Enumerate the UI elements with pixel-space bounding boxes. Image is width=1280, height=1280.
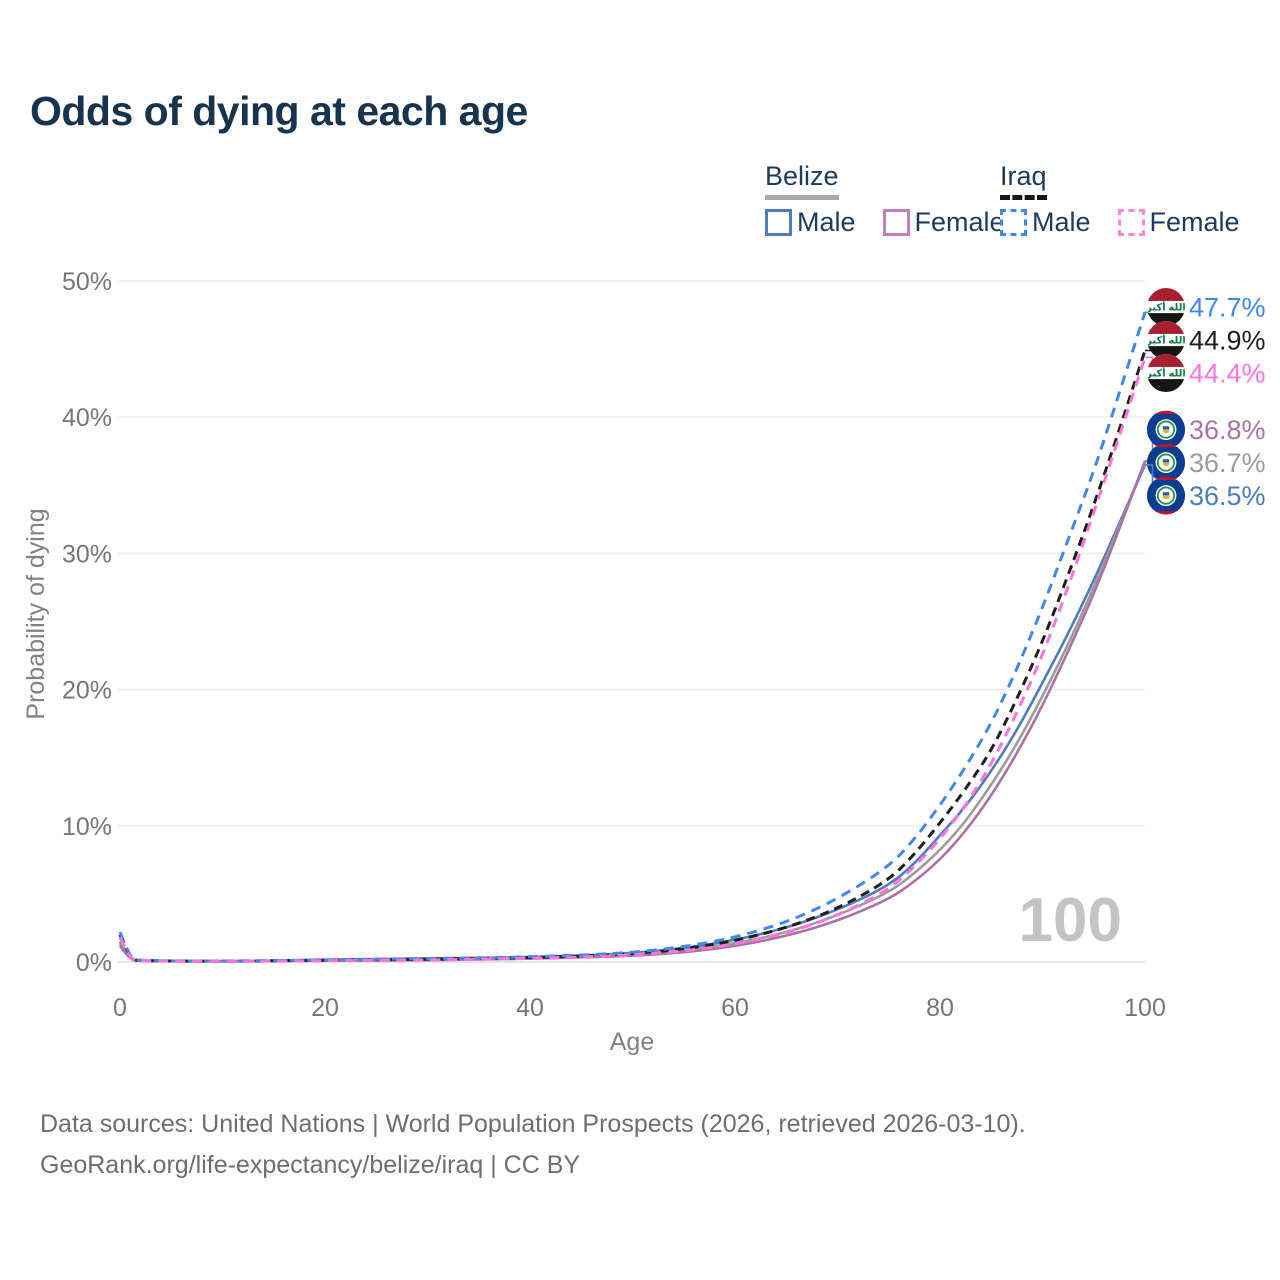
svg-text:الله أكبر: الله أكبر — [1145, 334, 1186, 347]
belize-female-swatch-icon — [882, 209, 910, 236]
series-line-belize_female — [118, 460, 1147, 963]
source-line-2: GeoRank.org/life-expectancy/belize/iraq … — [40, 1151, 581, 1179]
end-label-iraq_male: 47.7% — [1189, 293, 1266, 323]
belize-flag-icon — [1147, 476, 1185, 515]
end-label-layer: 36.8%36.7%36.5%الله أكبر 47.7%الله أكبر 44… — [1145, 288, 1266, 515]
iraq-female-swatch-icon — [1117, 209, 1145, 236]
end-label-iraq_female: 44.4% — [1189, 359, 1266, 389]
legend-group-iraq-label: Iraq — [1000, 161, 1047, 200]
iraq-flag-icon: الله أكبر — [1145, 288, 1186, 327]
source-line-1: Data sources: United Nations | World Pop… — [40, 1110, 1026, 1138]
series-line-iraq_female — [118, 356, 1147, 963]
end-label-belize_male: 36.5% — [1189, 481, 1266, 511]
x-tick-0: 0 — [113, 994, 127, 1022]
y-tick-30%: 30% — [62, 540, 112, 568]
series-layer — [118, 311, 1147, 963]
iraq-male-swatch-icon — [1000, 209, 1027, 236]
legend-item-iraq-male[interactable]: Male — [1000, 207, 1091, 238]
legend-item-iraq-female[interactable]: Female — [1117, 207, 1240, 238]
belize-flag-icon — [1147, 443, 1185, 482]
iraq-flag-icon: الله أكبر — [1145, 354, 1186, 393]
belize-male-swatch-icon — [765, 209, 792, 236]
end-label-belize_female: 36.8% — [1189, 415, 1266, 445]
y-tick-50%: 50% — [62, 268, 112, 296]
y-tick-0%: 0% — [76, 949, 112, 977]
x-tick-20: 20 — [311, 994, 339, 1022]
end-label-belize_total: 36.7% — [1189, 448, 1266, 478]
grid-layer: 0% 10% 20% 30% 40% 50% 0 20 40 60 80 100 — [62, 268, 1166, 1022]
legend-item-belize-male[interactable]: Male — [765, 207, 856, 238]
svg-text:الله أكبر: الله أكبر — [1145, 367, 1186, 380]
legend-item-label: Male — [1032, 207, 1091, 237]
series-line-belize_male — [118, 464, 1147, 963]
iraq-flag-icon: الله أكبر — [1145, 321, 1186, 360]
end-label-iraq_total: 44.9% — [1189, 326, 1266, 356]
belize-flag-icon — [1147, 410, 1185, 449]
series-line-iraq_male — [118, 311, 1147, 963]
source-note: Data sources: United Nations | World Pop… — [40, 1104, 1026, 1186]
legend-group-belize: Belize Male Female — [765, 161, 1005, 238]
legend-group-iraq: Iraq Male Female — [1000, 161, 1240, 238]
legend-item-label: Female — [1149, 207, 1240, 237]
x-axis-title: Age — [610, 1028, 654, 1056]
svg-text:الله أكبر: الله أكبر — [1145, 301, 1186, 314]
legend-item-label: Female — [914, 207, 1005, 237]
watermark-age-100: 100 — [1019, 886, 1122, 955]
series-line-belize_total — [118, 461, 1147, 963]
y-tick-10%: 10% — [62, 813, 112, 841]
x-tick-60: 60 — [721, 994, 749, 1022]
y-axis-title: Probability of dying — [22, 508, 50, 719]
y-tick-40%: 40% — [62, 404, 112, 432]
legend-group-belize-label: Belize — [765, 161, 839, 200]
page-title: Odds of dying at each age — [30, 88, 528, 134]
y-tick-20%: 20% — [62, 677, 112, 705]
x-tick-80: 80 — [926, 994, 954, 1022]
series-line-iraq_total — [118, 350, 1147, 963]
x-tick-40: 40 — [516, 994, 544, 1022]
legend-item-label: Male — [797, 207, 856, 237]
legend-item-belize-female[interactable]: Female — [882, 207, 1005, 238]
x-tick-100: 100 — [1124, 994, 1166, 1022]
